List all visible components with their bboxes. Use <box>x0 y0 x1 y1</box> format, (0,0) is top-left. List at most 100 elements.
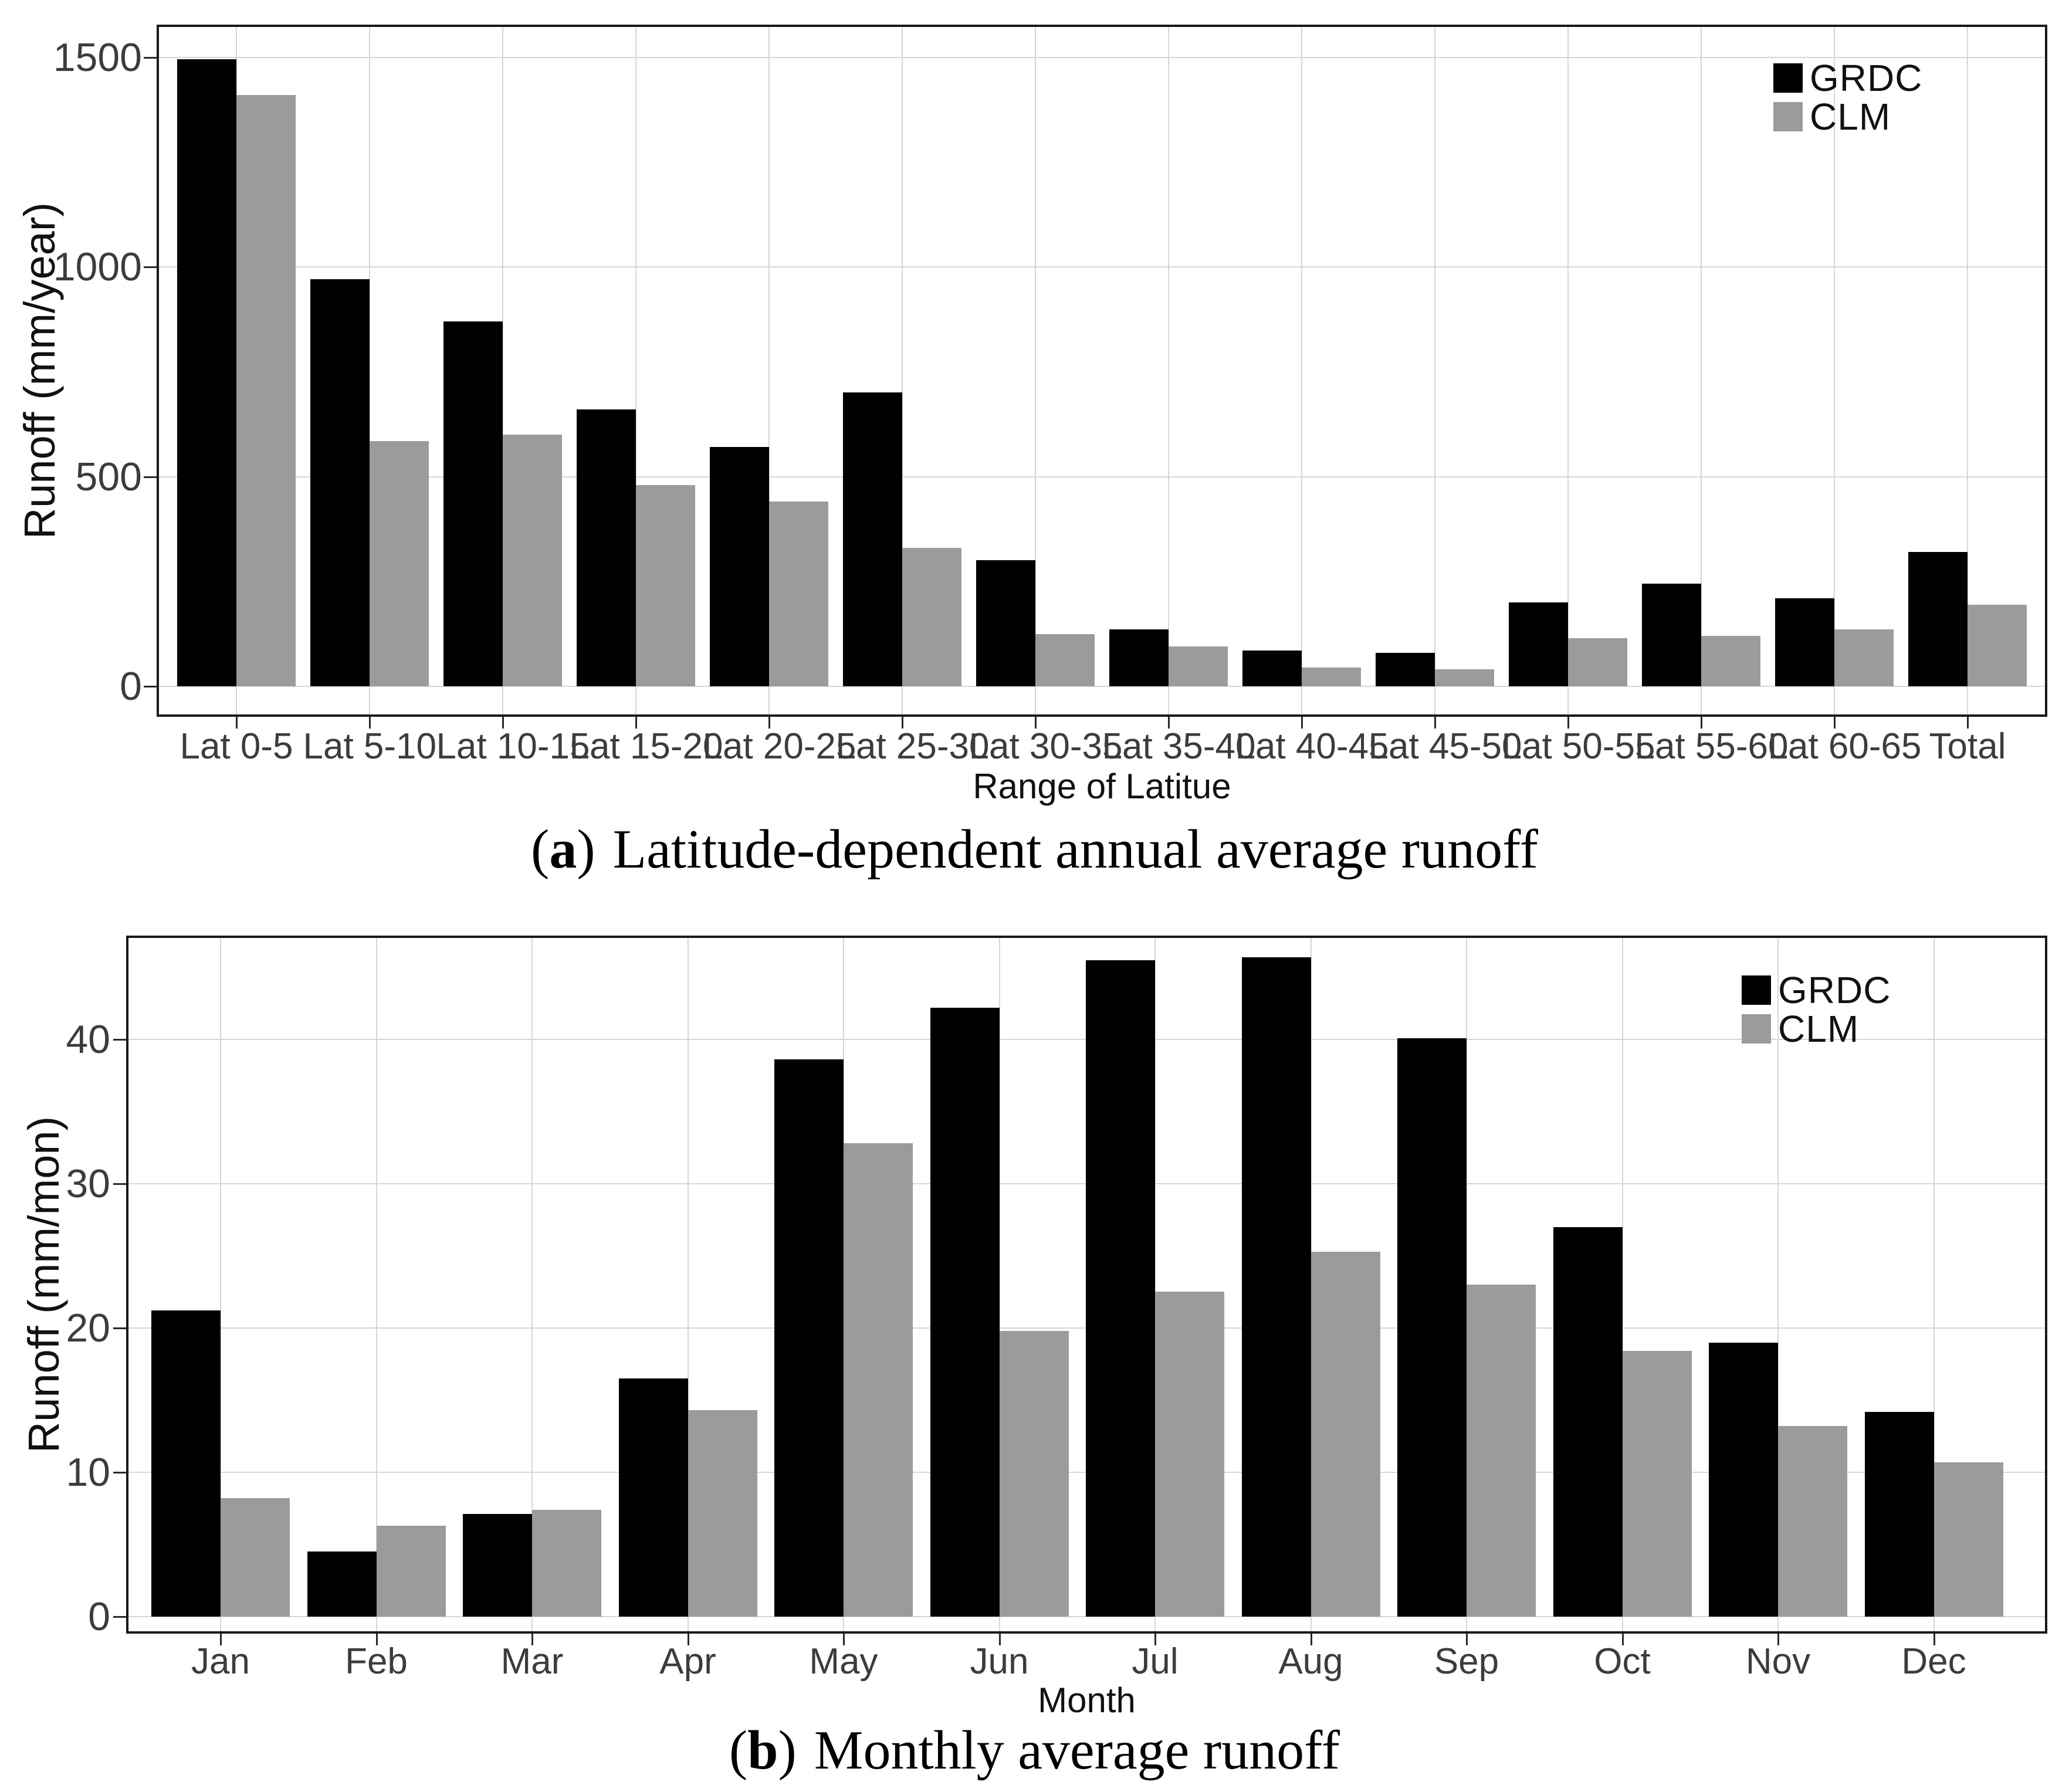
x-tick-mark <box>1834 717 1836 729</box>
x-tick-label: Aug <box>1278 1641 1343 1682</box>
x-tick-mark <box>687 1634 689 1645</box>
gridline-v <box>1035 27 1036 714</box>
bar-clm-lat-25-30 <box>902 548 961 686</box>
bar-clm-lat-40-45 <box>1302 668 1361 686</box>
x-tick-label: Lat 15-20 <box>569 726 723 767</box>
bar-clm-apr <box>688 1410 757 1617</box>
x-tick-mark <box>369 717 371 729</box>
x-tick-mark <box>236 717 238 729</box>
bar-grdc-sep <box>1397 1038 1467 1617</box>
bar-grdc-oct <box>1553 1227 1623 1617</box>
bar-grdc-jan <box>151 1310 221 1617</box>
bar-grdc-dec <box>1865 1412 1934 1617</box>
bar-clm-nov <box>1778 1426 1847 1617</box>
clm-swatch-icon <box>1773 102 1803 131</box>
x-tick-mark <box>1466 1634 1468 1645</box>
gridline-h <box>128 1616 2045 1617</box>
gridline-v <box>1933 938 1935 1631</box>
gridline-v <box>369 27 370 714</box>
caption-a-letter: a <box>549 819 577 880</box>
x-tick-mark <box>1777 1634 1779 1645</box>
bar-grdc-may <box>774 1059 844 1617</box>
gridline-v <box>1777 938 1779 1631</box>
bar-grdc-lat-35-40 <box>1109 629 1169 686</box>
x-tick-label: Lat 5-10 <box>303 726 437 767</box>
x-tick-label: Lat 40-45 <box>1235 726 1389 767</box>
gridline-v <box>375 938 377 1631</box>
legend-label: GRDC <box>1810 57 1923 99</box>
gridline-v <box>1967 27 1968 714</box>
legend-item-clm: CLM <box>1773 98 1922 135</box>
x-tick-label: Nov <box>1745 1641 1811 1682</box>
bar-clm-lat-20-25 <box>769 502 828 686</box>
y-tick-label: 10 <box>66 1450 110 1495</box>
x-tick-mark <box>1310 1634 1312 1645</box>
gridline-v <box>635 27 636 714</box>
x-tick-label: Mar <box>500 1641 564 1682</box>
x-tick-label: Lat 10-15 <box>436 726 590 767</box>
legend-label: GRDC <box>1778 969 1891 1011</box>
bar-clm-lat-45-50 <box>1435 669 1494 686</box>
gridline-v <box>502 27 503 714</box>
caption-b-paren-close: ) <box>778 1720 797 1781</box>
gridline-v <box>687 938 689 1631</box>
x-tick-label: Lat 25-30 <box>835 726 990 767</box>
caption-b: (b) Monthly average runoff <box>0 1718 2069 1783</box>
bar-grdc-lat-10-15 <box>443 321 503 686</box>
gridline-v <box>220 938 221 1631</box>
x-tick-label: Jul <box>1132 1641 1179 1682</box>
y-tick-mark <box>113 1183 126 1185</box>
y-tick-mark <box>144 56 157 59</box>
gridline-v <box>1567 27 1569 714</box>
grdc-swatch-icon <box>1773 63 1803 93</box>
y-tick-label: 1000 <box>53 245 142 289</box>
bar-clm-lat-35-40 <box>1169 646 1228 686</box>
bar-clm-lat-50-55 <box>1568 638 1627 686</box>
caption-b-letter: b <box>747 1720 778 1781</box>
bar-clm-jan <box>221 1498 290 1617</box>
x-tick-label: Apr <box>659 1641 716 1682</box>
bar-grdc-lat-55-60 <box>1642 584 1701 686</box>
bar-grdc-total <box>1908 552 1968 686</box>
x-tick-label: Lat 45-50 <box>1368 726 1522 767</box>
x-tick-mark <box>998 1634 1001 1645</box>
bar-grdc-aug <box>1242 957 1311 1617</box>
x-tick-label: Jan <box>191 1641 250 1682</box>
y-tick-label: 1500 <box>53 35 142 80</box>
x-tick-mark <box>502 717 504 729</box>
gridline-v <box>1834 27 1835 714</box>
bar-grdc-lat-60-65 <box>1775 598 1834 686</box>
bar-grdc-apr <box>619 1378 688 1617</box>
x-tick-label: Lat 50-55 <box>1501 726 1655 767</box>
y-tick-label: 0 <box>120 664 142 709</box>
x-tick-mark <box>1567 717 1569 729</box>
bar-clm-aug <box>1311 1252 1380 1617</box>
x-tick-mark <box>1434 717 1436 729</box>
plot-panel-b: GRDC CLM <box>126 936 2047 1634</box>
y-tick-label: 20 <box>66 1306 110 1350</box>
x-tick-label: Lat 35-40 <box>1102 726 1256 767</box>
legend-item-clm: CLM <box>1742 1010 1891 1048</box>
y-tick-label: 40 <box>66 1017 110 1062</box>
gridline-h <box>159 476 2045 477</box>
gridline-h <box>159 56 2045 58</box>
bar-grdc-lat-40-45 <box>1242 651 1302 686</box>
caption-a-paren-open: ( <box>531 819 550 880</box>
x-tick-mark <box>902 717 903 729</box>
x-axis-title-b: Month <box>1038 1681 1136 1720</box>
bar-grdc-lat-30-35 <box>976 560 1035 686</box>
y-tick-mark <box>113 1039 126 1041</box>
bar-grdc-lat-15-20 <box>577 409 636 686</box>
x-tick-mark <box>1154 1634 1156 1645</box>
caption-a-text: Latitude-dependent annual average runoff <box>612 819 1538 880</box>
y-tick-mark <box>113 1327 126 1329</box>
bar-grdc-lat-45-50 <box>1376 653 1435 686</box>
bar-clm-sep <box>1467 1285 1536 1617</box>
x-tick-label: Total <box>1929 726 2006 767</box>
bar-clm-mar <box>532 1510 601 1617</box>
grdc-swatch-icon <box>1742 975 1771 1005</box>
legend-item-grdc: GRDC <box>1742 969 1891 1011</box>
x-tick-label: Dec <box>1901 1641 1966 1682</box>
